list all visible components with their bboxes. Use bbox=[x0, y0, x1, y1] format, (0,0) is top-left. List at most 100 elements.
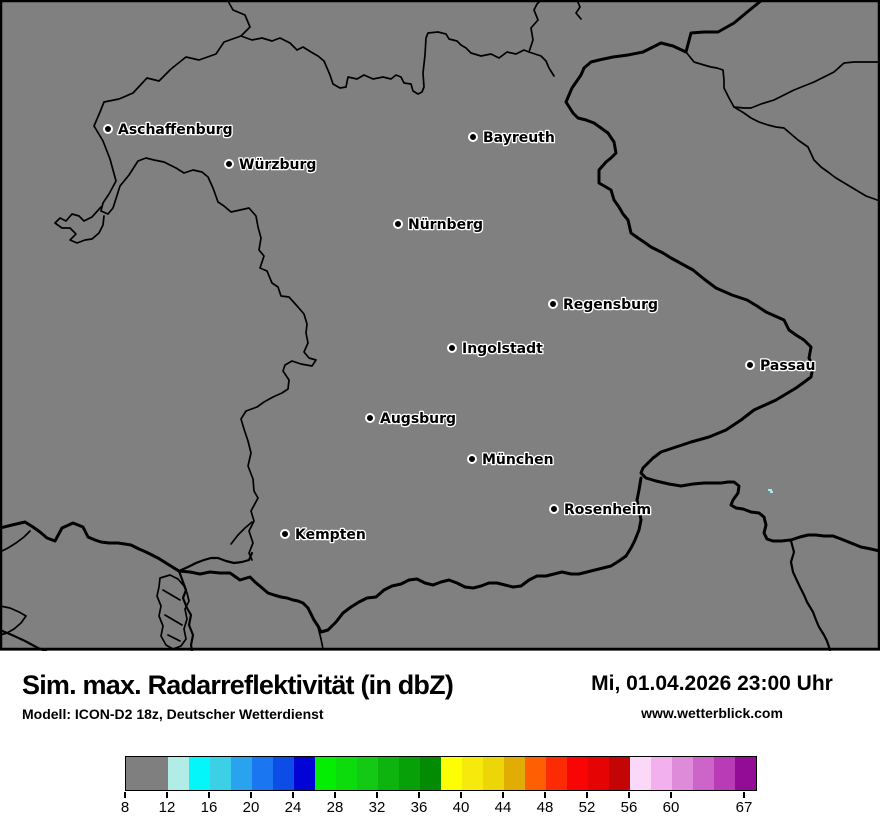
city-dot bbox=[393, 219, 403, 229]
colorbar-tick bbox=[292, 792, 294, 798]
colorbar-tick bbox=[166, 792, 168, 798]
colorbar-tick bbox=[460, 792, 462, 798]
colorbar-segment bbox=[546, 757, 567, 790]
city-label: Aschaffenburg bbox=[118, 122, 233, 138]
colorbar-tick bbox=[124, 792, 126, 798]
colorbar-tick-label: 44 bbox=[494, 799, 512, 816]
colorbar-segment bbox=[399, 757, 420, 790]
echo-pixel bbox=[768, 489, 772, 491]
colorbar-segment bbox=[294, 757, 315, 790]
colorbar-tick-label: 32 bbox=[368, 799, 386, 816]
page-title: Sim. max. Radarreflektivität (in dbZ) bbox=[22, 670, 454, 700]
colorbar-tick bbox=[502, 792, 504, 798]
colorbar-segment bbox=[357, 757, 378, 790]
colorbar-segment bbox=[168, 757, 189, 790]
colorbar-tick-label: 60 bbox=[662, 799, 680, 816]
border-top-stub bbox=[575, 0, 582, 20]
model-info: Modell: ICON-D2 18z, Deutscher Wetterdie… bbox=[22, 706, 324, 722]
border-cz-triangle bbox=[685, 51, 880, 109]
colorbar-tick-label: 67 bbox=[735, 799, 753, 816]
border-lines bbox=[0, 0, 880, 651]
city-dot bbox=[103, 124, 113, 134]
colorbar-segment bbox=[735, 757, 756, 790]
colorbar-tick bbox=[586, 792, 588, 798]
radar-map: Aschaffenburg Würzburg Bayreuth Nürnberg Reg… bbox=[0, 0, 880, 651]
map-background bbox=[0, 0, 880, 651]
colorbar-tick-label: 52 bbox=[578, 799, 596, 816]
colorbar-tick bbox=[743, 792, 745, 798]
colorbar-segment bbox=[252, 757, 273, 790]
colorbar-tick-label: 28 bbox=[326, 799, 344, 816]
colorbar-segment bbox=[651, 757, 672, 790]
colorbar-tick bbox=[334, 792, 336, 798]
city-dot bbox=[365, 413, 375, 423]
colorbar-tick-label: 20 bbox=[242, 799, 260, 816]
city-label: Augsburg bbox=[380, 411, 456, 427]
border-north-spur bbox=[528, 0, 542, 53]
border-fuessen-spur-1 bbox=[230, 521, 253, 545]
colorbar-segment bbox=[483, 757, 504, 790]
colorbar-segment bbox=[189, 757, 210, 790]
valid-datetime: Mi, 01.04.2026 23:00 Uhr bbox=[591, 672, 833, 695]
colorbar-segment bbox=[420, 757, 441, 790]
colorbar-segment bbox=[441, 757, 462, 790]
city-label: Kempten bbox=[295, 527, 366, 543]
colorbar-tick-label: 36 bbox=[410, 799, 428, 816]
border-corner-bl-3 bbox=[0, 530, 31, 553]
colorbar-segment bbox=[504, 757, 525, 790]
colorbar-segment bbox=[231, 757, 252, 790]
colorbar-tick bbox=[250, 792, 252, 798]
lake-constance-outline bbox=[156, 574, 190, 650]
colorbar-segment bbox=[462, 757, 483, 790]
city-label: Passau bbox=[760, 358, 815, 374]
city-markers: Aschaffenburg Würzburg Bayreuth Nürnberg Reg… bbox=[103, 121, 817, 544]
lake-constance-inner bbox=[162, 589, 183, 642]
city-label: Rosenheim bbox=[564, 502, 651, 518]
colorbar-tick-label: 12 bbox=[158, 799, 176, 816]
colorbar-segment bbox=[693, 757, 714, 790]
border-salzburg-descender bbox=[789, 539, 832, 651]
colorbar-tick bbox=[628, 792, 630, 798]
colorbar-segment bbox=[210, 757, 231, 790]
city-label: Bayreuth bbox=[483, 130, 555, 146]
website-url: www.wetterblick.com bbox=[641, 705, 783, 721]
city-label: Regensburg bbox=[563, 297, 658, 313]
colorbar-segment bbox=[609, 757, 630, 790]
border-corner-bl-2 bbox=[0, 605, 27, 636]
radar-echo-speck bbox=[768, 489, 773, 493]
border-west bbox=[93, 0, 317, 561]
border-allgaeu-branch bbox=[177, 551, 254, 573]
city-dot bbox=[447, 343, 457, 353]
border-north bbox=[240, 31, 555, 95]
colorbar-segment bbox=[630, 757, 651, 790]
colorbar-tick-label: 8 bbox=[120, 799, 130, 816]
colorbar-segment bbox=[126, 757, 168, 790]
colorbar-tick bbox=[418, 792, 420, 798]
colorbar-segment bbox=[588, 757, 609, 790]
border-west-hook bbox=[54, 206, 105, 244]
colorbar-segment bbox=[378, 757, 399, 790]
map-frame bbox=[0, 0, 880, 651]
city-dot bbox=[467, 454, 477, 464]
city-label: Nürnberg bbox=[408, 217, 483, 233]
colorbar-segment bbox=[315, 757, 336, 790]
colorbar bbox=[125, 756, 757, 791]
border-czech-austria bbox=[564, 0, 880, 553]
colorbar-tick bbox=[670, 792, 672, 798]
city-label: Ingolstadt bbox=[462, 341, 543, 357]
colorbar-tick bbox=[208, 792, 210, 798]
city-dot bbox=[280, 529, 290, 539]
echo-pixel bbox=[770, 491, 773, 493]
colorbar-tick-label: 48 bbox=[536, 799, 554, 816]
colorbar-tick-label: 40 bbox=[452, 799, 470, 816]
footer: Sim. max. Radarreflektivität (in dbZ) Mo… bbox=[0, 651, 880, 830]
footer-right-block: Mi, 01.04.2026 23:00 Uhr www.wetterblick… bbox=[567, 672, 857, 721]
colorbar-segment bbox=[714, 757, 735, 790]
colorbar-tick bbox=[376, 792, 378, 798]
border-austria-south bbox=[0, 476, 643, 634]
colorbar-segment bbox=[672, 757, 693, 790]
border-cz-at-diagonal bbox=[733, 106, 880, 202]
city-label: München bbox=[482, 452, 554, 468]
colorbar-segment bbox=[525, 757, 546, 790]
colorbar-segment bbox=[336, 757, 357, 790]
